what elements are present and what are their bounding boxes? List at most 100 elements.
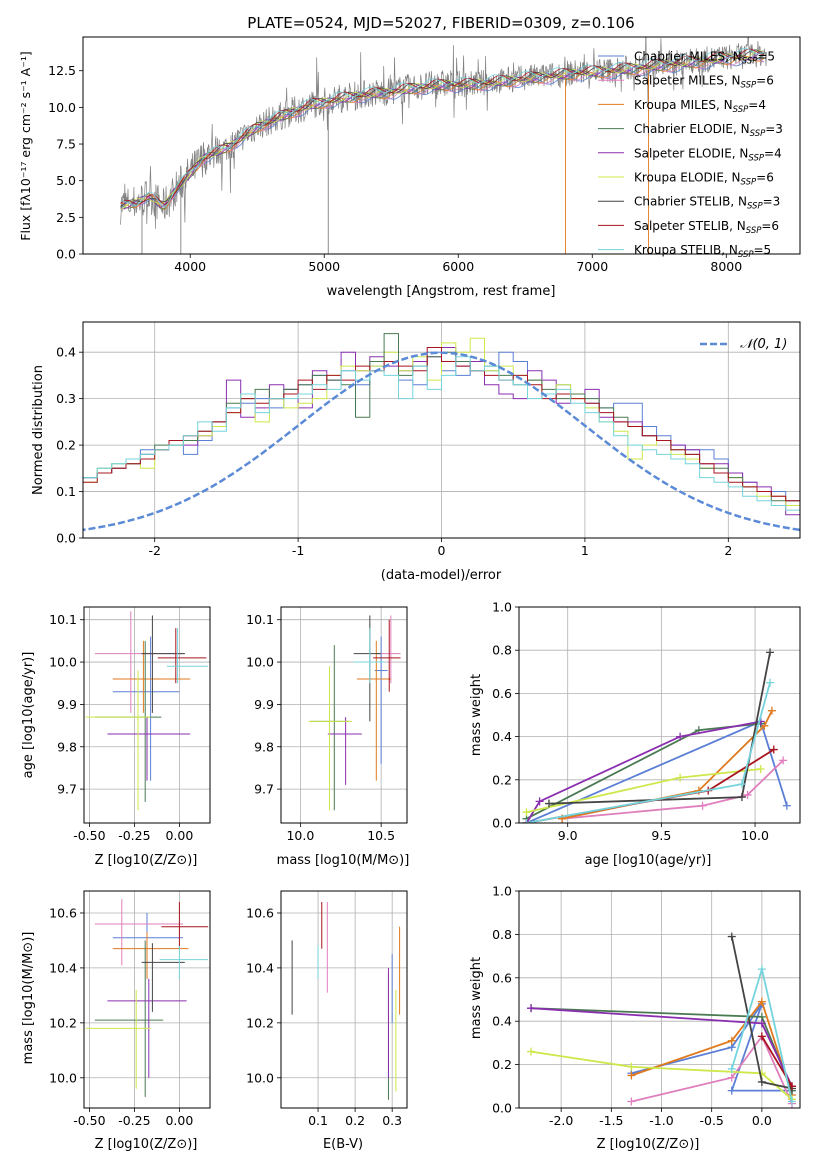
x-tick-label: -0.25	[118, 1113, 150, 1128]
x-tick-label: 10.0	[741, 828, 769, 843]
spectrum-x-label: wavelength [Angstrom, rest frame]	[327, 284, 556, 299]
mass-weight-marker	[627, 1071, 636, 1080]
y-tick-label: 5.0	[56, 173, 76, 188]
plot-area	[83, 333, 800, 532]
spectrum-legend: Chabrier MILES, NSSP=5 Salpeter MILES, NS…	[598, 50, 783, 260]
mass-weight-marker	[782, 801, 791, 810]
legend-label: Chabrier MILES, NSSP=5	[634, 50, 775, 67]
y-tick-label: 10.0	[48, 100, 76, 115]
x-tick-label: -1.5	[599, 1113, 623, 1128]
mass-weight-marker	[757, 1077, 766, 1086]
y-tick-label: 0.2	[492, 772, 512, 787]
x-tick-label: 2	[724, 543, 732, 558]
normal-curve-line	[83, 351, 800, 532]
mass-weight-marker	[756, 765, 765, 773]
y-tick-label: 10.6	[246, 905, 274, 920]
mass-weight-marker	[522, 819, 531, 823]
x-tick-label: -1.0	[649, 1113, 673, 1128]
mw-age-y-label: mass weight	[469, 674, 484, 756]
y-tick-label: 0.6	[492, 970, 512, 985]
y-tick-label: 10.0	[246, 655, 274, 670]
legend-label: Chabrier ELODIE, NSSP=3	[634, 122, 783, 139]
y-tick-label: 0.2	[492, 1057, 512, 1072]
x-tick-label: 9.5	[651, 828, 671, 843]
legend-label: Salpeter STELIB, NSSP=6	[634, 219, 779, 236]
mass-weight-marker	[757, 1019, 766, 1028]
mass-weight-marker	[743, 790, 752, 799]
legend-label: Kroupa STELIB, NSSP=5	[634, 243, 771, 260]
mass-weight-line	[530, 1050, 793, 1100]
model-spectrum-line	[120, 47, 764, 209]
mw-age-x-label: age [log10(age/yr)]	[585, 853, 712, 868]
mass-z-y-label: mass [log10(M/M⊙)]	[21, 932, 36, 1065]
y-tick-label: 0.0	[56, 247, 76, 262]
y-tick-label: 0.0	[56, 531, 76, 546]
mass-weight-marker	[766, 678, 775, 687]
residual-histogram-step	[83, 347, 800, 506]
y-tick-label: 10.1	[49, 612, 77, 627]
y-tick-label: 0.8	[492, 643, 512, 658]
axes-frame	[280, 890, 408, 1109]
mass-vs-ebv-panel: 0.1 0.2 0.3 10.0 10.2 10.4 10.6	[246, 890, 408, 1128]
mass-weight-marker	[527, 1004, 536, 1013]
x-tick-label: 0	[438, 543, 446, 558]
x-tick-label: 6000	[442, 259, 474, 274]
mass-weight-vs-metallicity-panel: -2.0 -1.5 -1.0 -0.5 0.0 0.0 0.2 0.4 0.6 0.8 1.0	[492, 884, 801, 1128]
y-tick-label: 0.1	[56, 484, 76, 499]
mass-weight-marker	[757, 1032, 766, 1041]
x-tick-label: 0.00	[165, 828, 193, 843]
plot-area	[291, 901, 401, 1100]
normal-curve-legend-label: 𝒩(0, 1)	[740, 337, 787, 352]
y-tick-label: 10.4	[246, 960, 274, 975]
mass-weight-marker	[727, 932, 736, 941]
plot-area	[85, 611, 209, 811]
plot-area	[120, 37, 767, 254]
y-tick-label: 0.8	[492, 927, 512, 942]
mass-weight-marker	[757, 997, 766, 1006]
x-tick-label: 0.2	[345, 1113, 365, 1128]
mass-weight-marker	[627, 1097, 636, 1106]
y-tick-label: 10.0	[246, 1070, 274, 1085]
y-tick-label: 7.5	[56, 137, 76, 152]
mass-weight-marker	[544, 799, 553, 808]
x-tick-label: -2	[148, 543, 160, 558]
y-tick-label: 0.2	[56, 438, 76, 453]
mass-weight-marker	[676, 773, 685, 782]
mass-weight-marker	[698, 801, 707, 810]
spectrum-panel: 4000 5000 6000 7000 8000 0.0 2.5 5.0 7.5 10.0 12.5	[48, 36, 801, 274]
y-tick-label: 10.4	[49, 960, 77, 975]
x-tick-label: 0.1	[308, 1113, 328, 1128]
x-tick-label: -0.25	[118, 828, 150, 843]
mass-weight-vs-age-panel: 9.0 9.5 10.0 0.0 0.2 0.4 0.6 0.8 1.0	[492, 600, 801, 843]
model-spectrum-line	[120, 48, 764, 206]
mass-weight-marker	[727, 1086, 736, 1095]
model-spectrum-line	[120, 49, 765, 208]
x-tick-label: 0.0	[752, 1113, 772, 1128]
y-tick-label: 10.6	[49, 905, 77, 920]
residual-x-label: (data-model)/error	[381, 568, 502, 583]
residual-histogram-step	[83, 356, 800, 511]
y-tick-label: 10.2	[246, 1015, 274, 1030]
axes-frame	[83, 890, 211, 1109]
axes-frame	[280, 606, 408, 824]
mass-weight-marker	[522, 808, 531, 817]
mass-weight-marker	[727, 1036, 736, 1045]
x-tick-label: 10.0	[286, 828, 314, 843]
y-tick-label: 9.9	[57, 697, 77, 712]
x-tick-label: -0.5	[699, 1113, 723, 1128]
axes-frame	[518, 606, 801, 824]
x-tick-label: 10.5	[367, 828, 395, 843]
y-tick-label: 9.7	[254, 782, 274, 797]
x-tick-label: 8000	[710, 259, 742, 274]
mass-weight-marker	[779, 756, 788, 765]
mw-z-x-label: Z [log10(Z/Z⊙)]	[597, 1137, 700, 1152]
age-z-y-label: age [log10(age/yr)]	[21, 652, 36, 779]
y-tick-label: 0.0	[492, 1101, 512, 1116]
y-tick-label: 9.7	[57, 782, 77, 797]
mass-z-x-label: Z [log10(Z/Z⊙)]	[95, 1137, 198, 1152]
mass-weight-line	[562, 759, 784, 820]
plot-area	[522, 648, 791, 823]
spectrum-y-label: Flux [fλ10⁻¹⁷ erg cm⁻² s⁻¹ A⁻¹]	[18, 51, 33, 240]
mass-weight-marker	[737, 793, 746, 802]
